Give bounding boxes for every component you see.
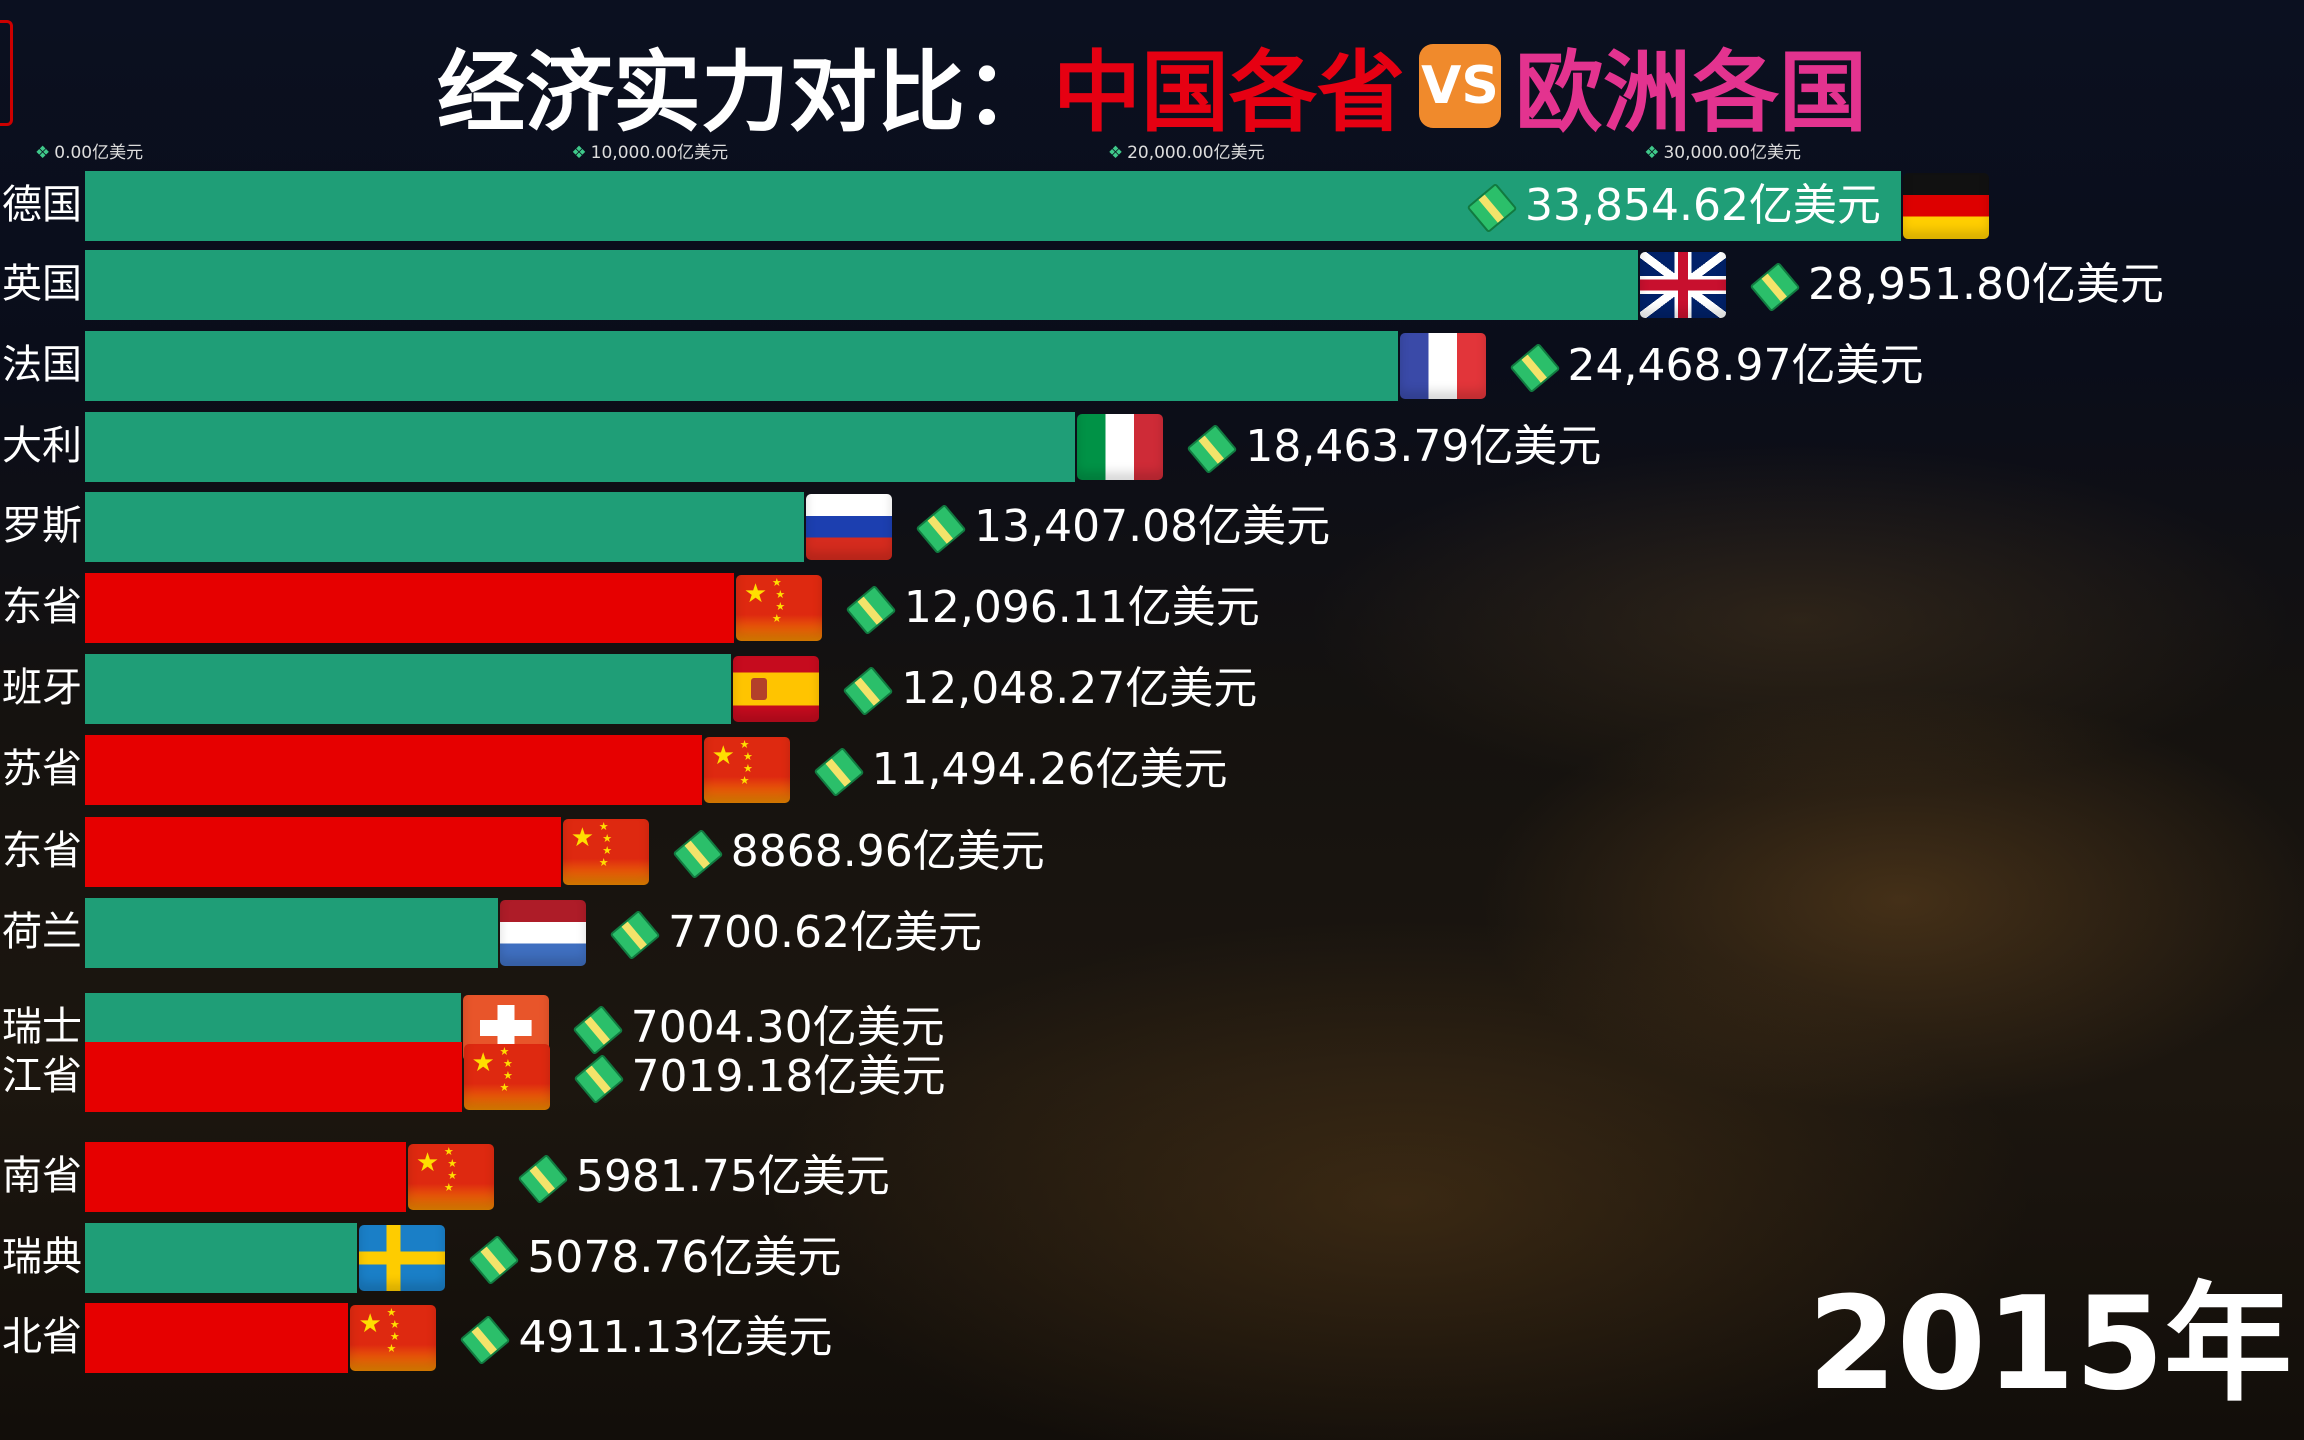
money-icon: [845, 584, 897, 636]
bar-europe: [85, 412, 1076, 482]
bar-china: [85, 1142, 406, 1212]
money-icon: [1749, 261, 1801, 313]
title-part-china: 中国各省: [1052, 41, 1405, 144]
bar-value-label: 12,096.11亿美元: [845, 584, 1260, 636]
money-icon: [573, 1053, 624, 1105]
flag-china-icon: ★ ★ ★ ★ ★: [407, 1144, 494, 1210]
bar-value-label: 28,951.80亿美元: [1749, 261, 2164, 313]
bar-category-label: 东省: [2, 828, 82, 874]
bar-category-label: 南省: [2, 1153, 82, 1199]
flag-china-icon: ★ ★ ★ ★ ★: [562, 819, 649, 885]
chart-title: 经济实力对比：中国各省 VS 欧洲各国: [0, 22, 2304, 149]
bar-china: [85, 1303, 349, 1373]
bar-value-label: 12,048.27亿美元: [842, 665, 1257, 717]
bar-category-label: 英国: [2, 261, 82, 307]
bar-europe: [85, 1223, 358, 1293]
bar-category-label: 罗斯: [2, 503, 82, 549]
money-icon: ❖: [1644, 143, 1660, 163]
x-tick-label: ❖ 20,000.00亿美元: [1107, 143, 1265, 163]
flag-china-icon: ★ ★ ★ ★ ★: [703, 737, 790, 803]
money-icon: [813, 746, 865, 798]
money-icon: [609, 909, 661, 961]
bar-china: [85, 1042, 462, 1112]
flag-italy-icon: [1077, 414, 1164, 480]
bar-europe: [85, 171, 1901, 241]
flag-spain-icon: [733, 656, 820, 722]
title-part-europe: 欧洲各国: [1515, 41, 1868, 144]
bar-category-label: 班牙: [2, 665, 82, 711]
flag-germany-icon: [1903, 173, 1989, 239]
money-icon: [459, 1314, 511, 1366]
vs-badge: VS: [1419, 43, 1501, 128]
bar-category-label: 苏省: [2, 746, 82, 792]
flag-china-icon: ★ ★ ★ ★ ★: [463, 1044, 550, 1110]
bar-europe: [85, 492, 805, 562]
bar-china: [85, 735, 702, 805]
bar-china: [85, 817, 561, 887]
flag-sweden-icon: [359, 1225, 446, 1291]
x-tick-label: ❖ 10,000.00亿美元: [571, 143, 729, 163]
money-icon: [1186, 423, 1238, 475]
bar-value-label: 11,494.26亿美元: [813, 746, 1228, 798]
bar-europe: [85, 898, 499, 968]
flag-netherlands-icon: [500, 900, 587, 966]
year-label: 2015年: [1807, 1270, 2292, 1419]
bar-category-label: 法国: [2, 342, 82, 388]
bar-europe: [85, 331, 1398, 401]
bar-category-label: 北省: [2, 1314, 82, 1360]
bar-value-label: 7019.18亿美元: [573, 1053, 945, 1105]
money-icon: [1509, 342, 1561, 394]
corner-logo-frame: [0, 20, 13, 126]
bar-value-label: 33,854.62亿美元: [1466, 182, 1881, 234]
bar-category-label: 大利: [2, 423, 82, 469]
money-icon: [468, 1234, 520, 1286]
x-tick-label: ❖ 0.00亿美元: [35, 143, 144, 163]
money-icon: ❖: [1107, 143, 1124, 163]
bar-value-label: 4911.13亿美元: [459, 1314, 832, 1366]
money-icon: ❖: [35, 143, 51, 163]
flag-china-icon: ★ ★ ★ ★ ★: [350, 1305, 437, 1371]
bar-value-label: 13,407.08亿美元: [915, 503, 1330, 555]
flag-russia-icon: [806, 494, 893, 560]
bar-category-label: 江省: [2, 1053, 82, 1099]
bar-category-label: 瑞典: [2, 1234, 82, 1280]
bar-value-label: 5078.76亿美元: [468, 1234, 841, 1286]
bar-china: [85, 573, 734, 643]
bar-category-label: 东省: [2, 584, 82, 630]
flag-china-icon: ★ ★ ★ ★ ★: [735, 575, 822, 641]
bar-value-label: 7700.62亿美元: [609, 909, 982, 961]
bar-europe: [85, 654, 732, 724]
title-part-1: 经济实力对比：: [436, 41, 1053, 144]
bar-category-label: 瑞士: [2, 1004, 82, 1050]
money-icon: [572, 1004, 624, 1056]
bar-category-label: 荷兰: [2, 909, 82, 955]
bar-value-label: 8868.96亿美元: [672, 828, 1045, 880]
bar-category-label: 德国: [2, 182, 82, 228]
x-tick-label: ❖ 30,000.00亿美元: [1644, 143, 1801, 163]
flag-france-icon: [1399, 333, 1486, 399]
bar-value-label: 7004.30亿美元: [572, 1004, 945, 1056]
bar-value-label: 24,468.97亿美元: [1509, 342, 1923, 394]
bar-value-label: 18,463.79亿美元: [1186, 423, 1601, 475]
money-icon: [672, 828, 724, 880]
money-icon: [915, 503, 967, 555]
money-icon: [517, 1153, 569, 1205]
bar-value-label: 5981.75亿美元: [517, 1153, 890, 1205]
bar-europe: [85, 250, 1638, 320]
flag-uk-icon: [1640, 252, 1726, 318]
money-icon: ❖: [571, 143, 587, 163]
money-icon: [1466, 182, 1518, 234]
money-icon: [842, 665, 894, 717]
